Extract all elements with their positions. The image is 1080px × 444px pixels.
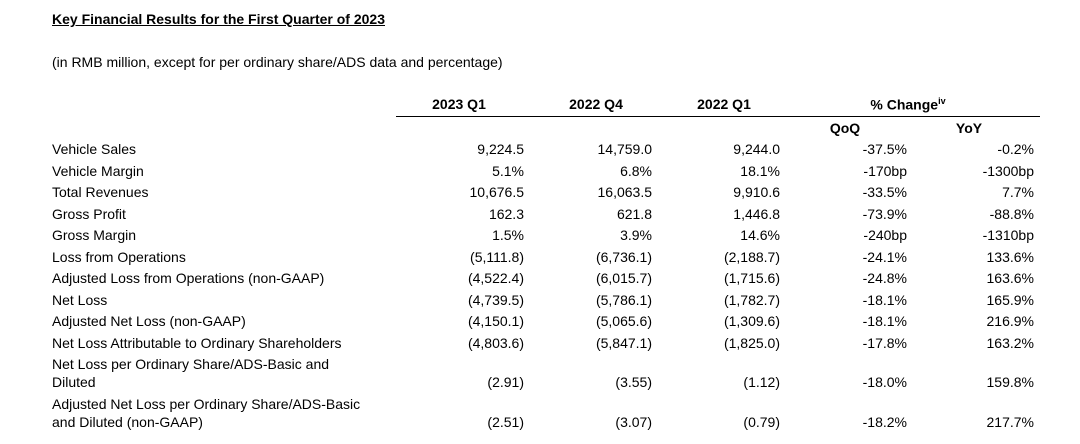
value-2022q4: (3.07) (615, 414, 652, 430)
value-2022q4: 14,759.0 (597, 141, 653, 157)
row-label: Adjusted Net Loss (non-GAAP) (52, 313, 246, 329)
value-2023q1: (4,150.1) (467, 313, 524, 329)
row-label: Net Loss Attributable to Ordinary Shareh… (52, 334, 342, 351)
value-yoy: -1310bp (982, 227, 1034, 243)
value-2022q4: 6.8% (620, 162, 652, 179)
value-2022q4: (6,015.7) (595, 270, 652, 286)
column-header-2022q4: 2022 Q4 (569, 96, 623, 112)
value-qoq: -18.0% (862, 374, 907, 390)
value-yoy: 216.9% (986, 313, 1034, 329)
value-yoy: 133.6% (986, 248, 1034, 265)
value-yoy: 163.2% (986, 334, 1034, 351)
value-yoy: 159.8% (986, 374, 1034, 390)
report-subtitle: (in RMB million, except for per ordinary… (52, 54, 503, 70)
value-qoq: -240bp (863, 227, 907, 243)
value-qoq: -18.1% (862, 291, 907, 308)
value-2022q1: (1,715.6) (723, 270, 780, 286)
row-label: Net Loss per Ordinary Share/ADS-Basic an… (52, 356, 330, 372)
value-qoq: -170bp (863, 162, 907, 179)
value-2023q1: (4,803.6) (467, 334, 524, 351)
value-2022q4: 3.9% (620, 227, 652, 243)
row-label: Vehicle Margin (52, 162, 144, 179)
change-header-text: % Change (870, 96, 939, 113)
value-yoy: -0.2% (997, 141, 1034, 157)
row-label: Net Loss (52, 291, 108, 308)
row-label: Total Revenues (52, 184, 149, 200)
column-header-2023q1: 2023 Q1 (432, 96, 486, 112)
row-label: Adjusted Loss from Operations (non-GAAP) (52, 270, 325, 286)
change-header-footnote: iv (938, 96, 946, 106)
column-header-change: % Changeiv (848, 96, 968, 113)
value-2022q1: (0.79) (743, 414, 780, 430)
value-yoy: 163.6% (986, 270, 1034, 286)
value-2023q1: 5.1% (492, 162, 524, 179)
value-2023q1: (4,739.5) (467, 291, 524, 308)
value-2022q1: (1,825.0) (723, 334, 780, 351)
value-qoq: -37.5% (862, 141, 907, 157)
value-yoy: -88.8% (989, 205, 1034, 222)
value-2022q4: (5,786.1) (595, 291, 652, 308)
value-qoq: -24.1% (862, 248, 907, 265)
value-2022q1: (2,188.7) (723, 248, 780, 265)
subheader-yoy: YoY (955, 120, 983, 136)
value-qoq: -24.8% (862, 270, 907, 286)
value-2022q1: 18.1% (740, 162, 780, 179)
value-2022q1: (1,309.6) (723, 313, 780, 329)
value-qoq: -18.2% (862, 414, 907, 430)
value-qoq: -18.1% (862, 313, 907, 329)
value-2022q1: (1.12) (743, 374, 780, 390)
value-2023q1: 162.3 (488, 205, 524, 222)
value-2022q1: (1,782.7) (723, 291, 780, 308)
value-2022q4: (3.55) (615, 374, 652, 390)
value-2022q1: 9,244.0 (733, 141, 780, 157)
value-qoq: -73.9% (862, 205, 907, 222)
row-label: and Diluted (non-GAAP) (52, 414, 203, 430)
value-2022q4: (6,736.1) (595, 248, 652, 265)
row-label: Vehicle Sales (52, 141, 137, 157)
value-qoq: -33.5% (862, 184, 907, 200)
row-label: Gross Profit (52, 205, 126, 222)
value-2023q1: 9,224.5 (477, 141, 524, 157)
header-rule (396, 116, 1040, 117)
row-label: Loss from Operations (52, 248, 186, 265)
value-yoy: -1300bp (982, 162, 1034, 179)
value-2023q1: 1.5% (492, 227, 524, 243)
report-title: Key Financial Results for the First Quar… (52, 11, 385, 27)
value-2022q4: (5,847.1) (595, 334, 652, 351)
value-2023q1: (2.51) (487, 414, 524, 430)
value-yoy: 165.9% (986, 291, 1034, 308)
subheader-qoq: QoQ (829, 120, 861, 136)
value-2023q1: (2.91) (487, 374, 524, 390)
value-2022q4: (5,065.6) (595, 313, 652, 329)
value-2023q1: (5,111.8) (470, 248, 524, 265)
value-2022q1: 9,910.6 (733, 184, 780, 200)
value-2022q4: 621.8 (616, 205, 652, 222)
value-yoy: 217.7% (986, 414, 1034, 430)
row-label: Adjusted Net Loss per Ordinary Share/ADS… (52, 396, 361, 412)
value-2023q1: (4,522.4) (467, 270, 524, 286)
row-label: Diluted (52, 374, 96, 390)
value-2023q1: 10,676.5 (469, 184, 525, 200)
value-qoq: -17.8% (862, 334, 907, 351)
column-header-2022q1: 2022 Q1 (697, 96, 751, 112)
value-2022q4: 16,063.5 (597, 184, 653, 200)
row-label: Gross Margin (52, 227, 137, 243)
value-2022q1: 1,446.8 (733, 205, 780, 222)
value-2022q1: 14.6% (740, 227, 780, 243)
value-yoy: 7.7% (1002, 184, 1034, 200)
